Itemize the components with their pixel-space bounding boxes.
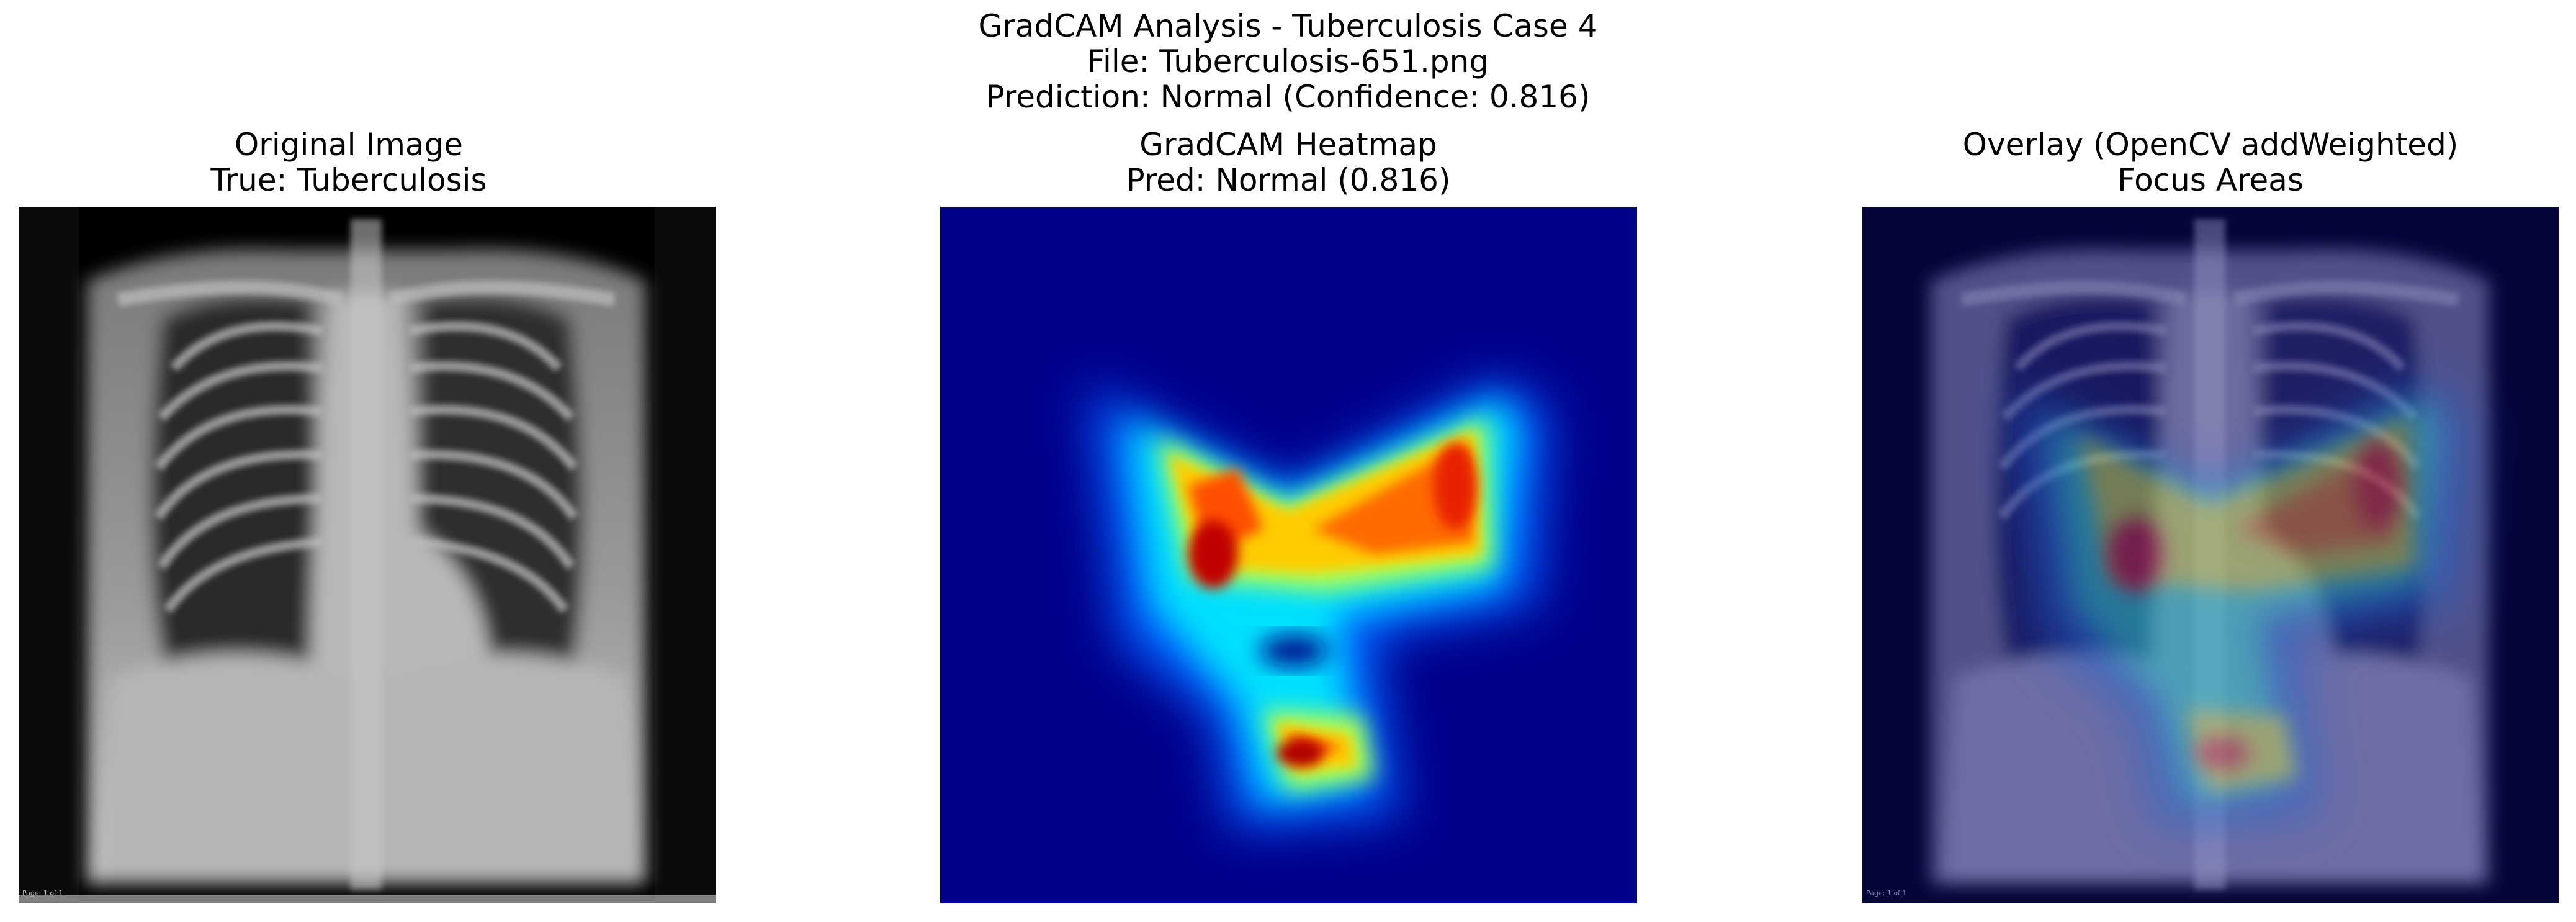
gradcam-heatmap-image [940, 207, 1637, 903]
original-xray-image: Page: 1 of 1 [19, 207, 716, 903]
original-image-title-line-1: Original Image [234, 127, 464, 163]
heatmap-title: GradCAM Heatmap Pred: Normal (0.816) [854, 127, 1723, 198]
overlay-image-page-label: Page: 1 of 1 [1866, 889, 1906, 897]
heatmap-title-line-1: GradCAM Heatmap [1139, 127, 1437, 163]
figure-title-line-2: File: Tuberculosis-651.png [1087, 43, 1489, 79]
overlay-title: Overlay (OpenCV addWeighted) Focus Areas [1776, 127, 2576, 198]
overlay-title-line-1: Overlay (OpenCV addWeighted) [1962, 127, 2459, 163]
overlay-title-line-2: Focus Areas [2117, 162, 2304, 198]
figure-title-line-1: GradCAM Analysis - Tuberculosis Case 4 [978, 8, 1598, 44]
original-image-title: Original Image True: Tuberculosis [0, 127, 783, 198]
original-image-title-line-2: True: Tuberculosis [210, 162, 487, 198]
figure-title: GradCAM Analysis - Tuberculosis Case 4 F… [0, 9, 2576, 115]
figure-title-line-3: Prediction: Normal (Confidence: 0.816) [985, 79, 1591, 115]
original-image-page-label: Page: 1 of 1 [22, 889, 63, 897]
heatmap-title-line-2: Pred: Normal (0.816) [1126, 162, 1451, 198]
overlay-image: Page: 1 of 1 [1862, 207, 2559, 903]
